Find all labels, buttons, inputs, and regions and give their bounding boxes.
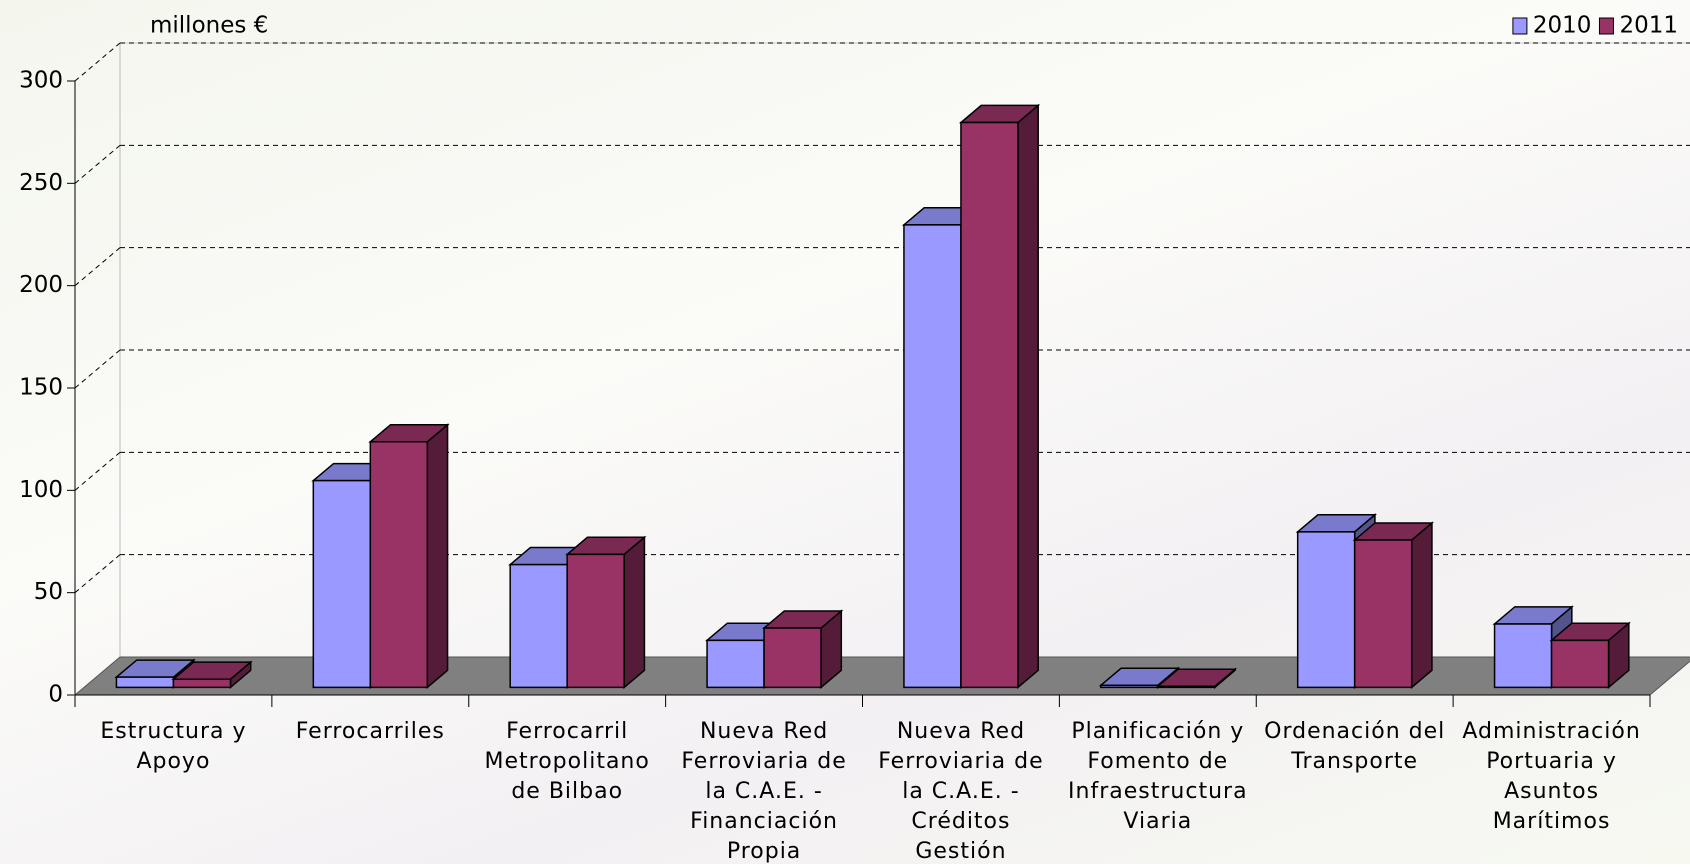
x-tick-label: Ferrocarril Metropolitano de Bilbao [484, 719, 650, 804]
x-tick-label: Estructura y Apoyo [100, 719, 247, 774]
y-tick-label: 150 [19, 375, 63, 401]
x-tick-label: Ordenación del Transporte [1264, 719, 1446, 774]
grid-line [74, 554, 121, 594]
legend-label: 2011 [1619, 13, 1678, 39]
x-tick-label: Nueva Red Ferroviaria de la C.A.E. - Fin… [681, 719, 847, 864]
bar-face [509, 563, 568, 689]
bar [368, 423, 450, 690]
bar [1352, 521, 1434, 690]
y-axis-label: millones € [150, 13, 268, 39]
bar [762, 609, 844, 690]
x-tick-label: Planificación y Fomento de Infraestructu… [1068, 719, 1248, 834]
bar-face [1550, 639, 1610, 689]
grid-line [74, 451, 121, 491]
legend-swatch [1512, 17, 1528, 35]
bar-face [960, 121, 1019, 689]
bar [958, 103, 1041, 690]
x-tick-label: Nueva Red Ferroviaria de la C.A.E. - Cré… [878, 719, 1044, 864]
bar-face [1493, 623, 1553, 689]
bar-face [1157, 685, 1216, 689]
bar-face [312, 479, 372, 689]
bar-face [1017, 103, 1039, 690]
bar-face [426, 423, 449, 690]
bar-face [172, 678, 232, 689]
y-tick-label: 0 [48, 682, 63, 708]
bar-face [706, 639, 765, 689]
y-tick-label: 250 [19, 170, 63, 196]
bar-face [115, 676, 175, 689]
x-tick-label: Administración Portuaria y Asuntos Marít… [1462, 719, 1641, 834]
bar-face [1353, 539, 1413, 689]
legend-swatch [1598, 17, 1614, 35]
y-tick-label: 300 [19, 68, 63, 94]
bar-face [369, 441, 429, 689]
grid-line [74, 144, 121, 184]
grid-line [74, 349, 121, 389]
y-tick-label: 200 [19, 272, 63, 298]
bar-face [566, 553, 625, 689]
bar-face [763, 627, 822, 689]
legend-label: 2010 [1533, 13, 1592, 39]
bar [1155, 667, 1238, 690]
bar [1098, 666, 1181, 690]
grid-line [74, 247, 121, 287]
bar-face [1296, 531, 1356, 689]
grid-line [74, 42, 121, 82]
bar [1549, 621, 1631, 690]
y-tick-label: 50 [34, 579, 63, 605]
bar [171, 660, 253, 690]
y-tick-label: 100 [19, 477, 63, 503]
bar-face [1100, 684, 1159, 689]
bar-face [903, 224, 962, 689]
bar [565, 535, 647, 690]
x-tick-label: Ferrocarriles [295, 719, 445, 744]
bar-face [1410, 521, 1433, 690]
bar-face [623, 535, 646, 690]
